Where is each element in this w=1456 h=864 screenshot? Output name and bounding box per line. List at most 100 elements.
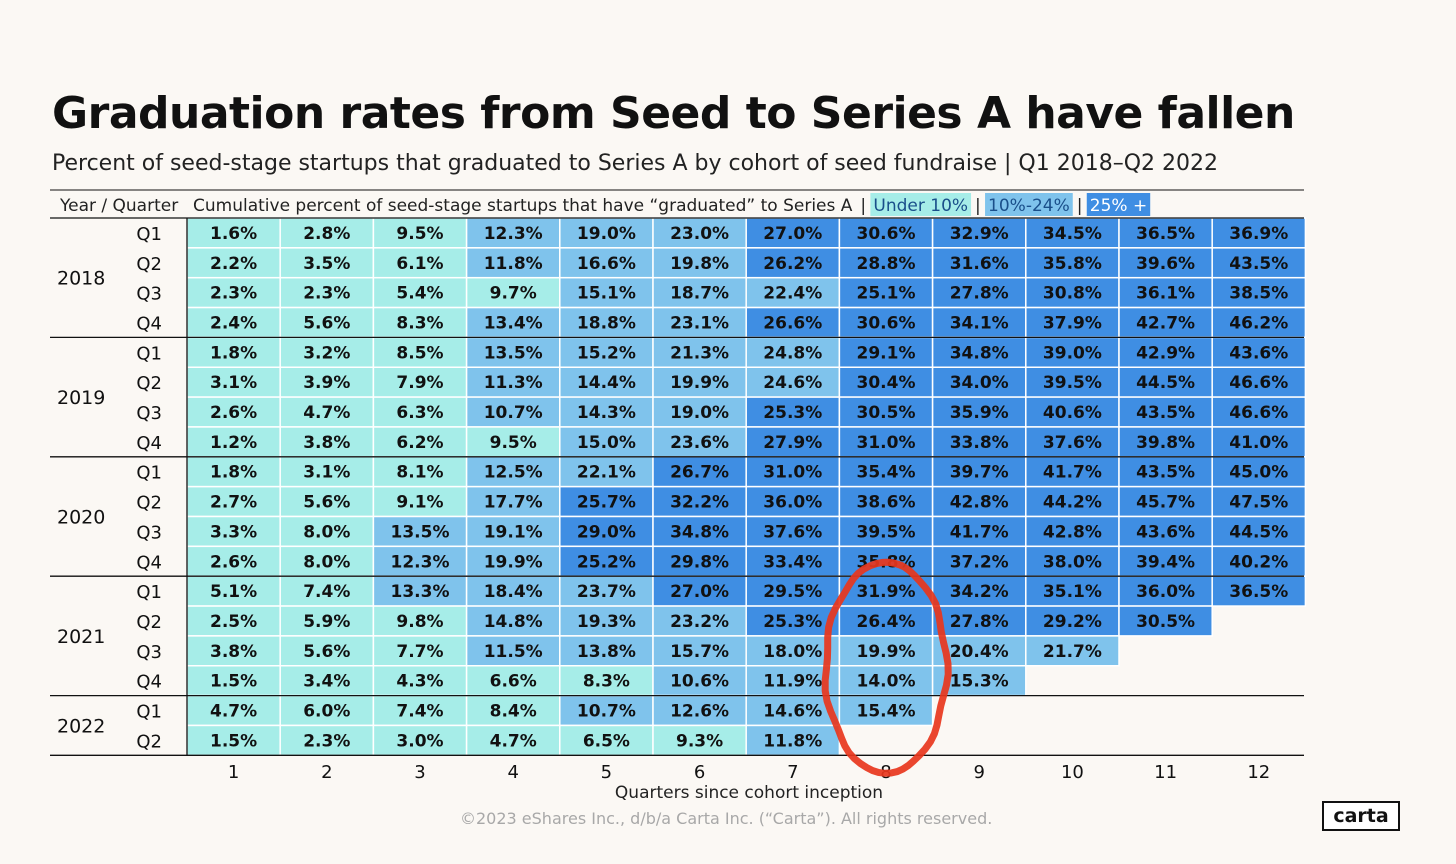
x-tick-label: 7 — [787, 762, 798, 783]
heatmap-cell-value: 34.8% — [670, 522, 729, 542]
heatmap-cell-value: 38.0% — [1043, 552, 1102, 572]
heatmap-cell-value: 29.8% — [670, 552, 729, 572]
heatmap-cell-value: 14.0% — [857, 672, 916, 692]
heatmap-cell-value: 13.4% — [484, 313, 543, 333]
x-tick-label: 1 — [228, 762, 239, 783]
heatmap-cell — [279, 605, 375, 637]
heatmap-cell-value: 13.5% — [484, 343, 543, 363]
heatmap-cell-value: 10.7% — [577, 702, 636, 722]
heatmap-cell-value: 31.0% — [857, 433, 916, 453]
heatmap-cell-value: 37.9% — [1043, 313, 1102, 333]
x-tick-label: 12 — [1247, 762, 1270, 783]
heatmap-cell — [465, 217, 561, 249]
quarter-label: Q1 — [136, 224, 162, 245]
heatmap-cell — [559, 515, 654, 548]
heatmap-cell-value: 10.6% — [670, 672, 729, 692]
heatmap-cell-value: 30.6% — [857, 224, 916, 244]
quarter-label: Q2 — [136, 254, 162, 275]
heatmap-cell-value: 22.1% — [577, 463, 636, 483]
heatmap-cell-value: 23.0% — [670, 224, 729, 244]
heatmap-cell-value: 3.1% — [210, 373, 257, 393]
heatmap-cell — [1025, 247, 1120, 279]
heatmap-cell — [372, 665, 468, 697]
heatmap-cell-value: 27.8% — [950, 612, 1009, 632]
heatmap-cell-value: 22.4% — [763, 284, 822, 304]
heatmap-cell-value: 15.2% — [577, 343, 636, 363]
heatmap-cell-value: 3.8% — [303, 433, 350, 453]
heatmap-cell-value: 23.7% — [577, 582, 636, 602]
heatmap-cell — [279, 247, 375, 279]
heatmap-cell-value: 47.5% — [1229, 493, 1288, 513]
heatmap-cell-value: 30.5% — [857, 403, 916, 423]
chart-title: Graduation rates from Seed to Series A h… — [52, 88, 1295, 139]
heatmap-cell-value: 29.0% — [577, 522, 636, 542]
heatmap-cell-value: 39.7% — [950, 463, 1009, 483]
heatmap-cell-value: 7.4% — [396, 702, 443, 722]
quarter-label: Q2 — [136, 493, 162, 514]
legend-separator: | — [1077, 196, 1083, 216]
heatmap-cell-value: 27.9% — [763, 433, 822, 453]
heatmap-cell — [372, 575, 468, 607]
heatmap-cell-value: 2.3% — [303, 284, 350, 304]
heatmap-cell — [186, 575, 281, 607]
heatmap-cell-value: 21.3% — [670, 343, 729, 363]
heatmap-cell-value: 9.7% — [490, 284, 537, 304]
heatmap-cell — [1211, 336, 1307, 368]
heatmap-cell-value: 36.1% — [1136, 284, 1195, 304]
heatmap-cell — [465, 426, 561, 458]
x-axis-label: Quarters since cohort inception — [615, 783, 883, 803]
heatmap-cell-value: 5.9% — [303, 612, 350, 632]
heatmap-cell-value: 26.4% — [857, 612, 916, 632]
heatmap-cell-value: 44.5% — [1229, 522, 1288, 542]
heatmap-cell — [372, 276, 468, 309]
heatmap-cell — [1211, 276, 1307, 309]
quarter-label: Q4 — [136, 313, 162, 334]
heatmap-cell — [372, 336, 468, 368]
heatmap-cell-value: 39.8% — [1136, 433, 1195, 453]
heatmap-cell — [652, 605, 747, 637]
heatmap-cell-value: 14.3% — [577, 403, 636, 423]
heatmap-cell — [372, 247, 468, 279]
heatmap-cell — [559, 366, 654, 398]
heatmap-cell-value: 32.2% — [670, 493, 729, 513]
heatmap-cell-value: 42.9% — [1136, 343, 1195, 363]
heatmap-cell-value: 36.5% — [1136, 224, 1195, 244]
heatmap-cell — [652, 396, 747, 428]
heatmap-cell-value: 37.2% — [950, 552, 1009, 572]
heatmap-cell-value: 42.7% — [1136, 313, 1195, 333]
heatmap-cell-value: 34.8% — [950, 343, 1009, 363]
heatmap-cell — [931, 456, 1027, 488]
heatmap-cell — [279, 217, 375, 249]
heatmap-cell-value: 30.4% — [857, 373, 916, 393]
heatmap-cell — [745, 724, 841, 757]
heatmap-cell-value: 36.9% — [1229, 224, 1288, 244]
heatmap-cell-value: 12.6% — [670, 702, 729, 722]
heatmap-cell-value: 36.0% — [1136, 582, 1195, 602]
heatmap-cell-value: 12.3% — [391, 552, 450, 572]
heatmap-cell — [1025, 366, 1120, 398]
heatmap-cell-value: 31.6% — [950, 254, 1009, 274]
heatmap-cell — [279, 396, 375, 428]
heatmap-cell-value: 26.2% — [763, 254, 822, 274]
heatmap-cell — [465, 635, 561, 667]
heatmap-cell — [465, 247, 561, 279]
heatmap-cell — [559, 694, 654, 727]
x-tick-label: 11 — [1154, 762, 1177, 783]
heatmap-cell — [745, 336, 841, 368]
heatmap-cell-value: 23.6% — [670, 433, 729, 453]
heatmap-cell — [1025, 336, 1120, 368]
heatmap-cell — [1211, 545, 1307, 577]
table-rules — [50, 189, 1304, 756]
heatmap-cell-value: 19.0% — [670, 403, 729, 423]
heatmap-cell-value: 23.2% — [670, 612, 729, 632]
heatmap-cell — [559, 276, 654, 309]
heatmap-cell-value: 43.5% — [1229, 254, 1288, 274]
heatmap-cell-value: 34.2% — [950, 582, 1009, 602]
x-tick-label: 10 — [1061, 762, 1084, 783]
heatmap-cell-value: 1.2% — [210, 433, 257, 453]
heatmap-cell-value: 19.3% — [577, 612, 636, 632]
heatmap-cell-value: 15.7% — [670, 642, 729, 662]
heatmap-cell-value: 8.4% — [490, 702, 537, 722]
heatmap-cell — [838, 635, 934, 667]
heatmap-cell-value: 15.1% — [577, 284, 636, 304]
